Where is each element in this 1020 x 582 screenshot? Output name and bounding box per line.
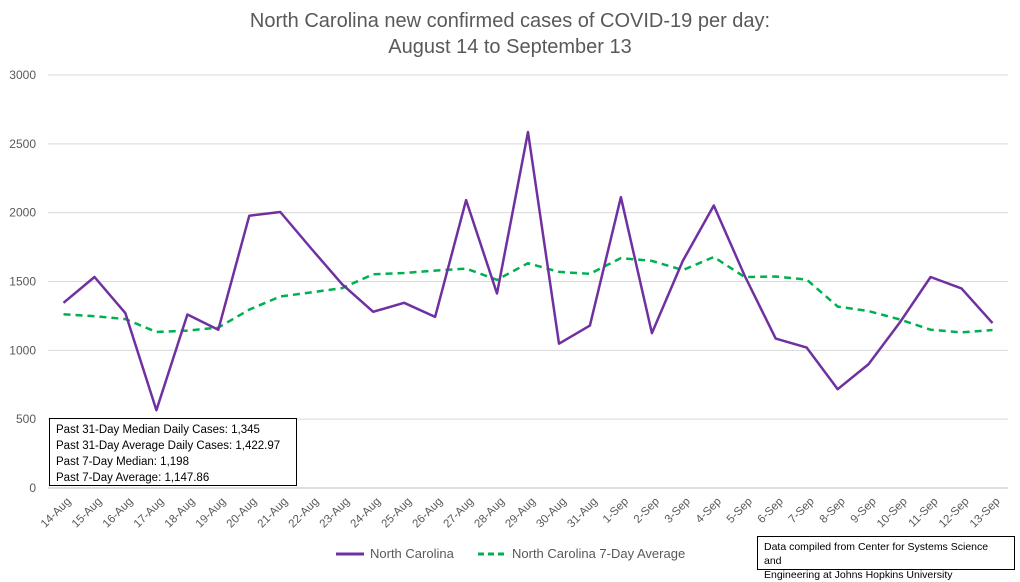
x-tick-label-14-Aug: 14-Aug (39, 496, 74, 531)
x-tick-label-18-Aug: 18-Aug (163, 496, 198, 531)
x-tick-label-29-Aug: 29-Aug (503, 496, 538, 531)
x-tick-label-31-Aug: 31-Aug (565, 496, 600, 531)
stats-median-31: Past 31-Day Median Daily Cases: 1,345 (56, 424, 260, 436)
x-tick-label-5-Sep: 5-Sep (725, 496, 755, 526)
legend-item-north-carolina: North Carolina (336, 546, 454, 561)
x-tick-label-26-Aug: 26-Aug (411, 496, 446, 531)
stats-average-31: Past 31-Day Average Daily Cases: 1,422.9… (56, 440, 281, 452)
x-tick-label-7-Sep: 7-Sep (787, 496, 817, 526)
x-tick-label-27-Aug: 27-Aug (441, 496, 476, 531)
x-tick-label-3-Sep: 3-Sep (663, 496, 693, 526)
x-tick-label-8-Sep: 8-Sep (818, 496, 848, 526)
source-line-1: Data compiled from Center for Systems Sc… (764, 541, 989, 567)
x-tick-label-19-Aug: 19-Aug (194, 496, 229, 531)
x-tick-label-12-Sep: 12-Sep (937, 496, 972, 531)
stats-median-7: Past 7-Day Median: 1,198 (56, 456, 189, 468)
legend-swatch-dashed (478, 552, 506, 555)
source-box: Data compiled from Center for Systems Sc… (757, 536, 1015, 581)
chart-title: North Carolina new confirmed cases of CO… (249, 10, 771, 32)
x-tick-label-23-Aug: 23-Aug (318, 496, 353, 531)
x-tick-label-2-Sep: 2-Sep (632, 496, 662, 526)
y-tick-label-2000: 2000 (9, 206, 36, 220)
legend-swatch-solid (336, 552, 364, 555)
x-tick-label-6-Sep: 6-Sep (756, 496, 786, 526)
y-tick-label-500: 500 (16, 412, 36, 426)
stats-average-7: Past 7-Day Average: 1,147.86 (56, 472, 210, 484)
y-tick-label-0: 0 (29, 481, 36, 495)
legend-label-7-day-average: North Carolina 7-Day Average (512, 546, 686, 561)
x-tick-label-28-Aug: 28-Aug (472, 496, 507, 531)
y-tick-label-3000: 3000 (9, 68, 36, 82)
x-tick-label-15-Aug: 15-Aug (70, 496, 105, 531)
x-tick-label-17-Aug: 17-Aug (132, 496, 167, 531)
y-tick-label-2500: 2500 (9, 137, 36, 151)
x-tick-label-22-Aug: 22-Aug (287, 496, 322, 531)
stats-box: Past 31-Day Median Daily Cases: 1,345 Pa… (49, 418, 297, 486)
legend-item-7-day-average: North Carolina 7-Day Average (478, 546, 685, 561)
x-tick-label-13-Sep: 13-Sep (968, 496, 1003, 531)
x-tick-label-11-Sep: 11-Sep (907, 496, 941, 530)
x-tick-label-20-Aug: 20-Aug (225, 496, 260, 531)
x-tick-label-24-Aug: 24-Aug (349, 496, 384, 531)
legend-label-north-carolina: North Carolina (370, 546, 454, 561)
legend: North Carolina North Carolina 7-Day Aver… (0, 546, 1020, 564)
source-line-2: Engineering at Johns Hopkins University (764, 569, 953, 581)
x-tick-label-1-Sep: 1-Sep (601, 496, 631, 526)
x-tick-label-30-Aug: 30-Aug (534, 496, 569, 531)
x-tick-label-25-Aug: 25-Aug (380, 496, 415, 531)
x-tick-label-16-Aug: 16-Aug (101, 496, 136, 531)
series-line-north-carolina (62, 130, 994, 412)
x-tick-label-21-Aug: 21-Aug (256, 496, 291, 531)
x-tick-label-10-Sep: 10-Sep (875, 496, 910, 531)
x-tick-label-4-Sep: 4-Sep (694, 496, 724, 526)
y-tick-label-1500: 1500 (9, 275, 36, 289)
y-tick-label-1000: 1000 (9, 343, 36, 357)
chart-subtitle: August 14 to September 13 (388, 36, 632, 58)
